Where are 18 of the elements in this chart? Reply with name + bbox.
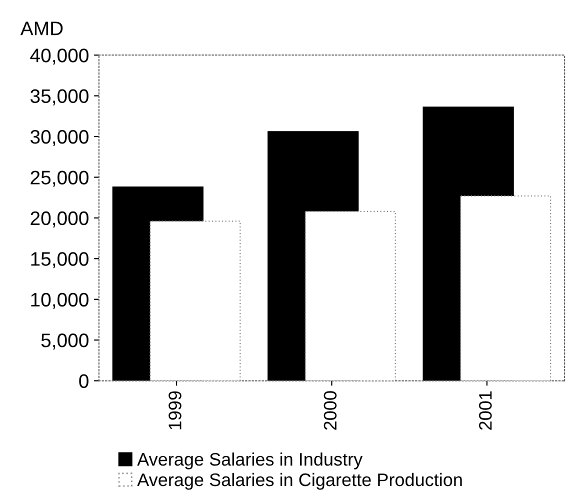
- x-tick-label: 1999: [168, 391, 182, 430]
- legend-label: Average Salaries in Cigarette Production: [137, 472, 462, 490]
- x-tick-label: 2001: [479, 391, 492, 430]
- y-tick-label: 20,000: [30, 211, 88, 228]
- y-tick-label: 35,000: [30, 89, 88, 106]
- y-tick-label: 25,000: [30, 170, 88, 187]
- bar: [150, 220, 241, 381]
- y-tick-label: 15,000: [31, 252, 88, 268]
- y-tick-label: 40,000: [30, 48, 88, 65]
- bar: [304, 210, 396, 381]
- legend-label: Average Salaries in Industry: [137, 452, 363, 470]
- y-tick-label: 10,000: [31, 292, 88, 309]
- y-axis-title: AMD: [20, 22, 63, 36]
- bar: [460, 195, 552, 381]
- y-tick-label: 30,000: [30, 130, 88, 146]
- x-tick-label: 2000: [324, 391, 337, 430]
- y-tick-label: 5,000: [41, 334, 88, 350]
- y-tick-label: 0: [79, 374, 88, 388]
